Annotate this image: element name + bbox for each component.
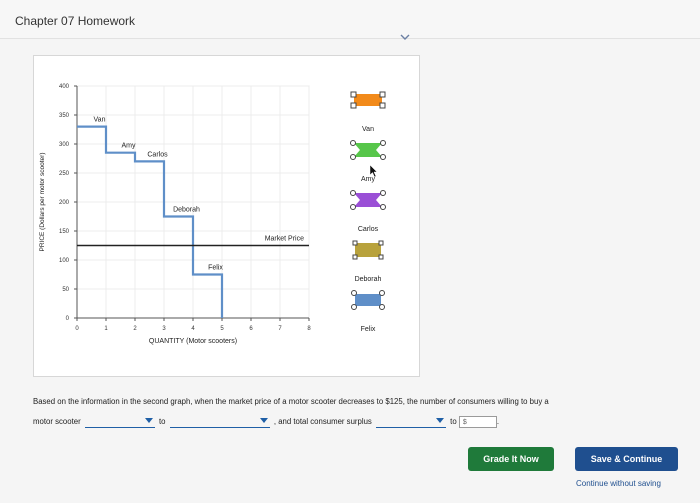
- tool-shape-part: [379, 304, 385, 310]
- question-text-subject: motor scooter: [33, 417, 81, 426]
- graph-panel: 0 1 2 3 4 5 6 7 8 0 50 100 150 200 250 300 350 400 QUANTIT…: [33, 55, 420, 377]
- x-axis-label: QUANTITY (Motor scooters): [149, 338, 237, 345]
- consumers-to-dropdown[interactable]: [169, 415, 270, 429]
- question-line-2: motor scooter to , and total consumer su…: [33, 412, 688, 432]
- mouse-cursor-icon: [369, 164, 378, 178]
- tool-shape-part: [354, 94, 382, 106]
- tool-shape-part: [378, 240, 384, 246]
- step-label: Deborah: [173, 207, 200, 214]
- question-text-to-2: to: [450, 417, 457, 426]
- tool-shape-part: [379, 102, 386, 109]
- tool-shape-part: [355, 243, 381, 257]
- y-tick-label: 0: [66, 316, 70, 322]
- consumers-from-dropdown[interactable]: [84, 415, 155, 429]
- x-tick-label: 1: [104, 326, 108, 332]
- tool-van-icon[interactable]: [350, 91, 386, 109]
- y-tick-label: 350: [59, 113, 70, 119]
- tool-palette: Van Amy Carlos Deborah Felix: [326, 55, 418, 375]
- y-tick-label: 150: [59, 229, 70, 235]
- dropdown-caret-icon: [144, 418, 153, 424]
- tool-shape-part: [350, 102, 357, 109]
- tool-shape-part: [378, 254, 384, 260]
- question-text-surplus: , and total consumer surplus: [273, 417, 372, 426]
- x-tick-label: 6: [249, 326, 253, 332]
- surplus-amount-input[interactable]: $: [458, 415, 497, 428]
- tool-shape-part: [352, 254, 358, 260]
- tool-van-label: Van: [362, 126, 374, 133]
- tool-shape-part: [351, 290, 357, 296]
- tool-deborah-icon[interactable]: [352, 240, 384, 260]
- x-tick-label: 7: [278, 326, 282, 332]
- tool-shape-part: [350, 190, 356, 196]
- tool-shape-part: [380, 140, 386, 146]
- step-label: Van: [94, 117, 106, 124]
- tool-shape-part: [350, 140, 356, 146]
- step-label: Carlos: [147, 151, 168, 158]
- tool-shape-part: [380, 204, 386, 210]
- tool-shape-part: [380, 154, 386, 160]
- y-tick-label: 250: [59, 171, 70, 177]
- tool-felix-icon[interactable]: [351, 290, 385, 310]
- dropdown-caret-icon: [436, 418, 444, 424]
- tool-amy-label: Amy: [361, 176, 376, 183]
- tool-carlos-label: Carlos: [358, 226, 379, 233]
- x-tick-label: 8: [307, 326, 311, 332]
- tool-shape-part: [380, 190, 386, 196]
- tool-palette-svg: Van Amy Carlos Deborah Felix: [350, 91, 386, 333]
- tool-shape-part: [355, 294, 381, 306]
- dropdown-caret-icon: [259, 418, 268, 424]
- grade-it-now-button[interactable]: Grade It Now: [468, 447, 554, 471]
- tool-amy-icon[interactable]: [350, 140, 386, 160]
- tool-shape-part: [351, 304, 357, 310]
- tool-shape-part: [354, 193, 382, 207]
- surplus-direction-dropdown[interactable]: [376, 415, 446, 429]
- demand-chart: 0 1 2 3 4 5 6 7 8 0 50 100 150 200 250 300 350 400 QUANTIT…: [39, 84, 311, 345]
- tool-shape-part: [350, 154, 356, 160]
- step-label: Amy: [122, 143, 137, 150]
- y-tick-label: 50: [62, 287, 69, 293]
- tool-shape-part: [350, 204, 356, 210]
- question-block: Based on the information in the second g…: [33, 392, 688, 432]
- y-tick-label: 200: [59, 200, 70, 206]
- x-tick-label: 5: [220, 326, 224, 332]
- x-tick-label: 0: [75, 326, 79, 332]
- tool-shape-part: [379, 91, 386, 98]
- page-title: Chapter 07 Homework: [15, 14, 136, 28]
- y-tick-label: 300: [59, 142, 70, 148]
- save-continue-button[interactable]: Save & Continue: [575, 447, 678, 471]
- tool-shape-part: [352, 240, 358, 246]
- tool-deborah-label: Deborah: [355, 276, 382, 283]
- tool-felix-label: Felix: [361, 326, 376, 333]
- step-label: Felix: [208, 265, 223, 272]
- demand-step-curve: [77, 125, 224, 318]
- question-text-to: to: [159, 417, 166, 426]
- market-price-label: Market Price: [265, 236, 304, 243]
- tool-shape-part: [354, 143, 382, 157]
- x-tick-label: 3: [162, 326, 166, 332]
- tool-shape-part: [379, 290, 385, 296]
- question-text: Based on the information in the second g…: [33, 397, 549, 406]
- tool-carlos-icon[interactable]: [350, 190, 386, 210]
- tool-shape-part: [350, 91, 357, 98]
- x-tick-label: 4: [191, 326, 195, 332]
- x-tick-label: 2: [133, 326, 137, 332]
- y-axis-label: PRICE (Dollars per motor scooter): [39, 153, 46, 252]
- chevron-down-icon[interactable]: [400, 34, 410, 40]
- y-tick-label: 100: [59, 258, 70, 264]
- continue-without-saving-link[interactable]: Continue without saving: [576, 479, 661, 488]
- header-bar: Chapter 07 Homework: [0, 0, 700, 39]
- question-line-1: Based on the information in the second g…: [33, 392, 688, 412]
- y-tick-label: 400: [59, 84, 70, 90]
